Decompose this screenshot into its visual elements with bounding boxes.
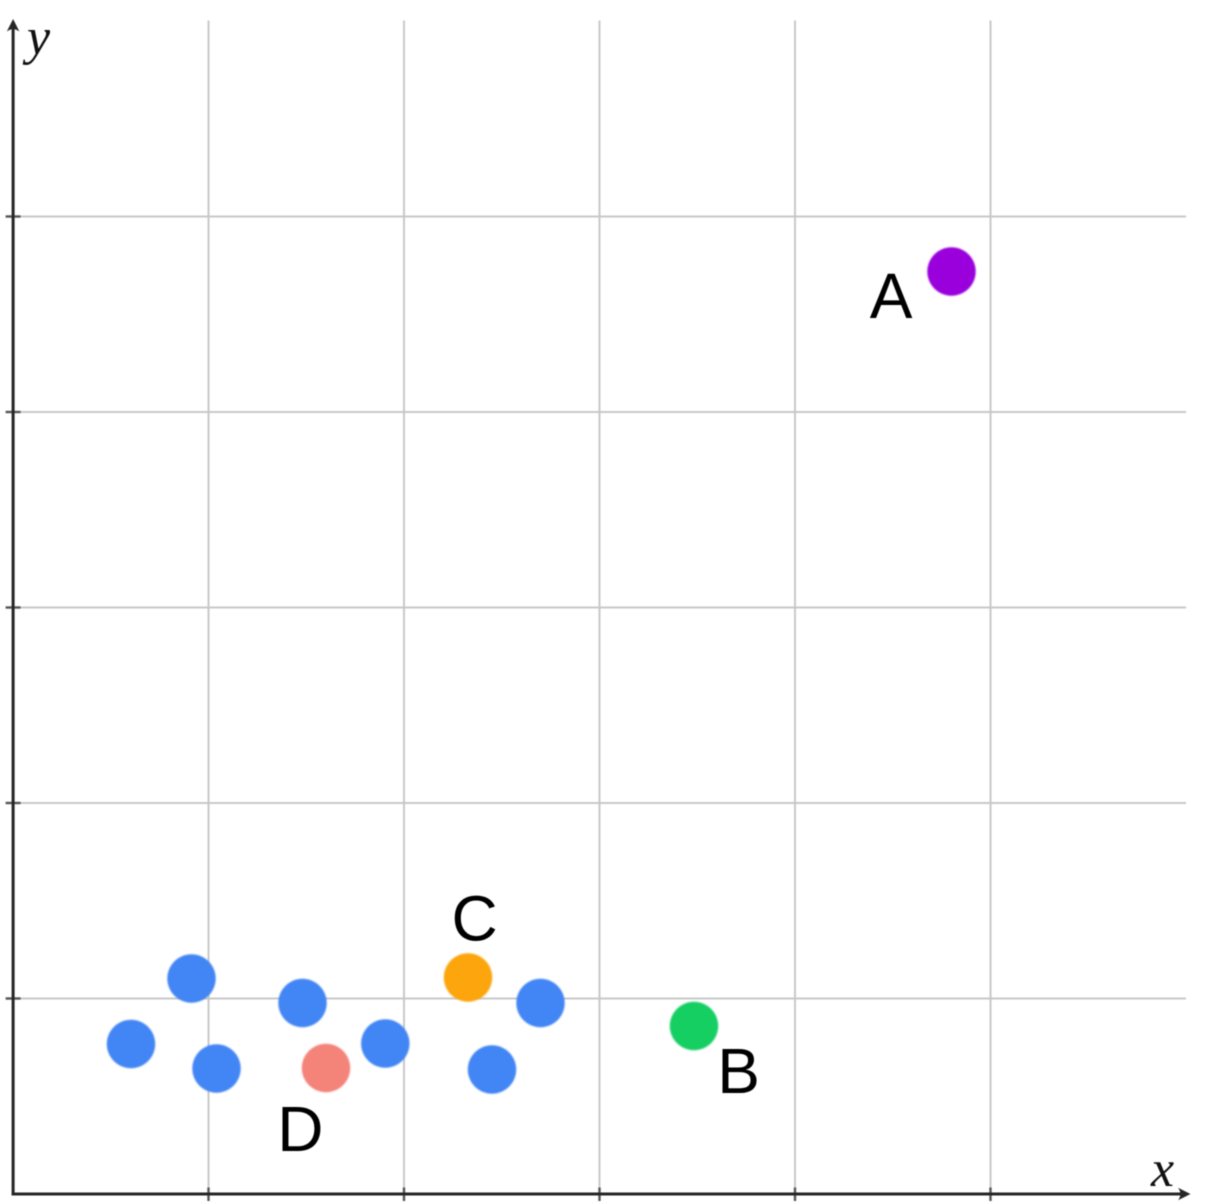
- svg-text:y: y: [22, 9, 51, 66]
- svg-text:D: D: [277, 1093, 323, 1165]
- svg-text:C: C: [452, 883, 498, 955]
- svg-text:B: B: [717, 1035, 760, 1107]
- svg-text:x: x: [1150, 1141, 1174, 1198]
- svg-text:A: A: [870, 260, 913, 332]
